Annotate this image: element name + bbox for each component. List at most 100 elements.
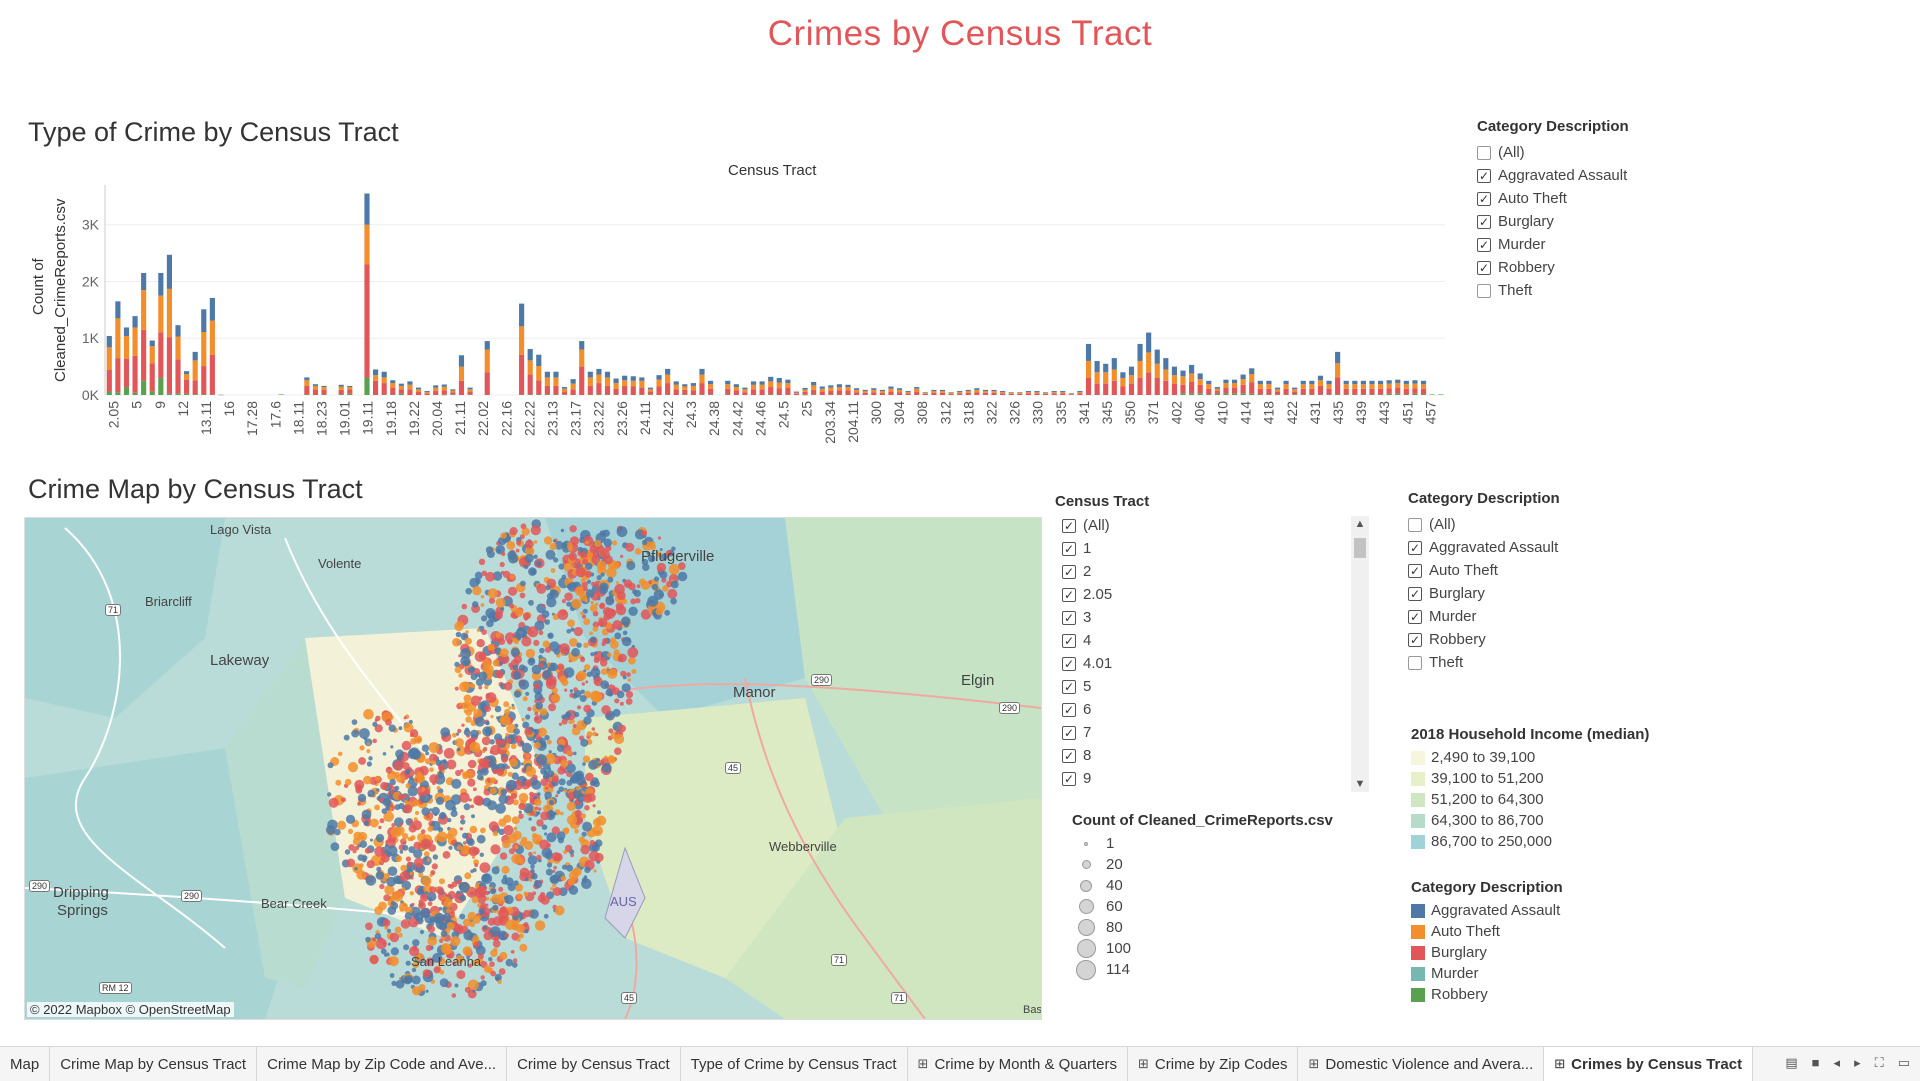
bar-segment[interactable] [123,387,130,395]
crime-point[interactable] [460,648,471,659]
crime-point[interactable] [443,747,455,759]
checkbox[interactable]: ✓ [1062,541,1076,556]
crime-point[interactable] [537,727,548,737]
crime-point[interactable] [584,598,589,603]
crime-point[interactable] [566,629,571,634]
crime-point[interactable] [588,759,599,770]
crime-point[interactable] [573,626,584,637]
bar-segment[interactable] [536,394,542,395]
crime-point[interactable] [539,647,545,654]
bar-segment[interactable] [149,340,155,347]
bar-segment[interactable] [785,394,791,395]
crime-point[interactable] [427,936,438,946]
crime-point[interactable] [418,872,424,878]
crime-point[interactable] [434,916,442,924]
checkbox[interactable]: ✓ [1477,237,1491,252]
bar-segment[interactable] [553,394,559,395]
crime-point[interactable] [456,845,463,851]
crime-point[interactable] [567,760,573,766]
crime-point[interactable] [398,793,405,801]
crime-point[interactable] [462,701,470,709]
bar-segment[interactable] [450,389,456,391]
bar-segment[interactable] [647,391,654,395]
bar-segment[interactable] [1369,384,1375,389]
bar-segment[interactable] [1025,392,1031,394]
crime-point[interactable] [505,595,510,600]
crime-point[interactable] [535,702,543,710]
crime-point[interactable] [571,647,580,657]
crime-point[interactable] [530,826,537,832]
crime-point[interactable] [622,675,627,680]
crime-point[interactable] [467,963,472,968]
crime-point[interactable] [478,652,487,661]
bar-segment[interactable] [1326,384,1332,389]
bar-segment[interactable] [828,391,834,395]
color-legend-item[interactable]: Burglary [1411,942,1711,963]
bar-segment[interactable] [974,392,980,395]
crime-point[interactable] [600,680,610,690]
crime-point[interactable] [499,740,506,746]
crime-point[interactable] [439,969,445,975]
crime-point[interactable] [376,866,382,872]
crime-point[interactable] [533,715,543,724]
crime-point[interactable] [374,846,385,857]
crime-point[interactable] [583,618,591,626]
crime-point[interactable] [369,818,379,828]
crime-point[interactable] [667,588,678,599]
bar-segment[interactable] [656,375,662,380]
crime-point[interactable] [429,774,439,784]
crime-point[interactable] [504,894,514,905]
crime-point[interactable] [516,893,523,900]
bar-segment[interactable] [1292,389,1298,392]
crime-point[interactable] [558,778,566,786]
bar-segment[interactable] [862,391,868,393]
crime-point[interactable] [427,901,433,907]
bar-segment[interactable] [708,388,714,395]
crime-point[interactable] [481,629,487,635]
crime-point[interactable] [433,966,441,974]
crime-point[interactable] [359,728,370,739]
crime-point[interactable] [660,553,668,561]
crime-point[interactable] [478,685,483,690]
bar-segment[interactable] [1197,373,1203,380]
sheet-tab[interactable]: Crime Map by Census Tract [50,1047,258,1081]
bar-segment[interactable] [725,388,731,395]
bar-segment[interactable] [1403,394,1409,395]
crime-point[interactable] [497,979,502,984]
crime-point[interactable] [472,989,476,993]
bar-segment[interactable] [1111,369,1117,381]
bar-segment[interactable] [441,384,447,387]
bar-segment[interactable] [304,380,310,386]
crime-point[interactable] [521,717,525,722]
bar-segment[interactable] [862,389,868,392]
crime-point[interactable] [640,609,652,620]
bar-segment[interactable] [166,288,172,338]
crime-point[interactable] [478,558,486,565]
bar-segment[interactable] [106,391,112,395]
crime-point[interactable] [570,799,574,803]
crime-point[interactable] [413,849,423,859]
bar-segment[interactable] [141,329,147,381]
crime-point[interactable] [381,808,388,814]
bar-segment[interactable] [192,394,198,395]
crime-point[interactable] [565,711,572,718]
crime-point[interactable] [489,739,495,745]
bar-segment[interactable] [682,389,688,395]
bar-segment[interactable] [184,371,190,374]
crime-point[interactable] [470,695,481,706]
crime-point[interactable] [521,742,532,753]
crime-point[interactable] [460,814,465,820]
bar-segment[interactable] [1077,393,1083,395]
crime-point[interactable] [670,597,677,605]
crime-point[interactable] [341,797,346,803]
crime-point[interactable] [595,733,599,737]
crime-point[interactable] [544,734,550,741]
crime-point[interactable] [404,912,412,920]
crime-point[interactable] [550,887,554,891]
bar-segment[interactable] [854,389,860,393]
bar-segment[interactable] [1378,384,1384,389]
crime-point[interactable] [337,751,343,757]
bar-segment[interactable] [1317,394,1324,395]
bar-segment[interactable] [957,393,963,395]
bar-segment[interactable] [1154,363,1160,378]
